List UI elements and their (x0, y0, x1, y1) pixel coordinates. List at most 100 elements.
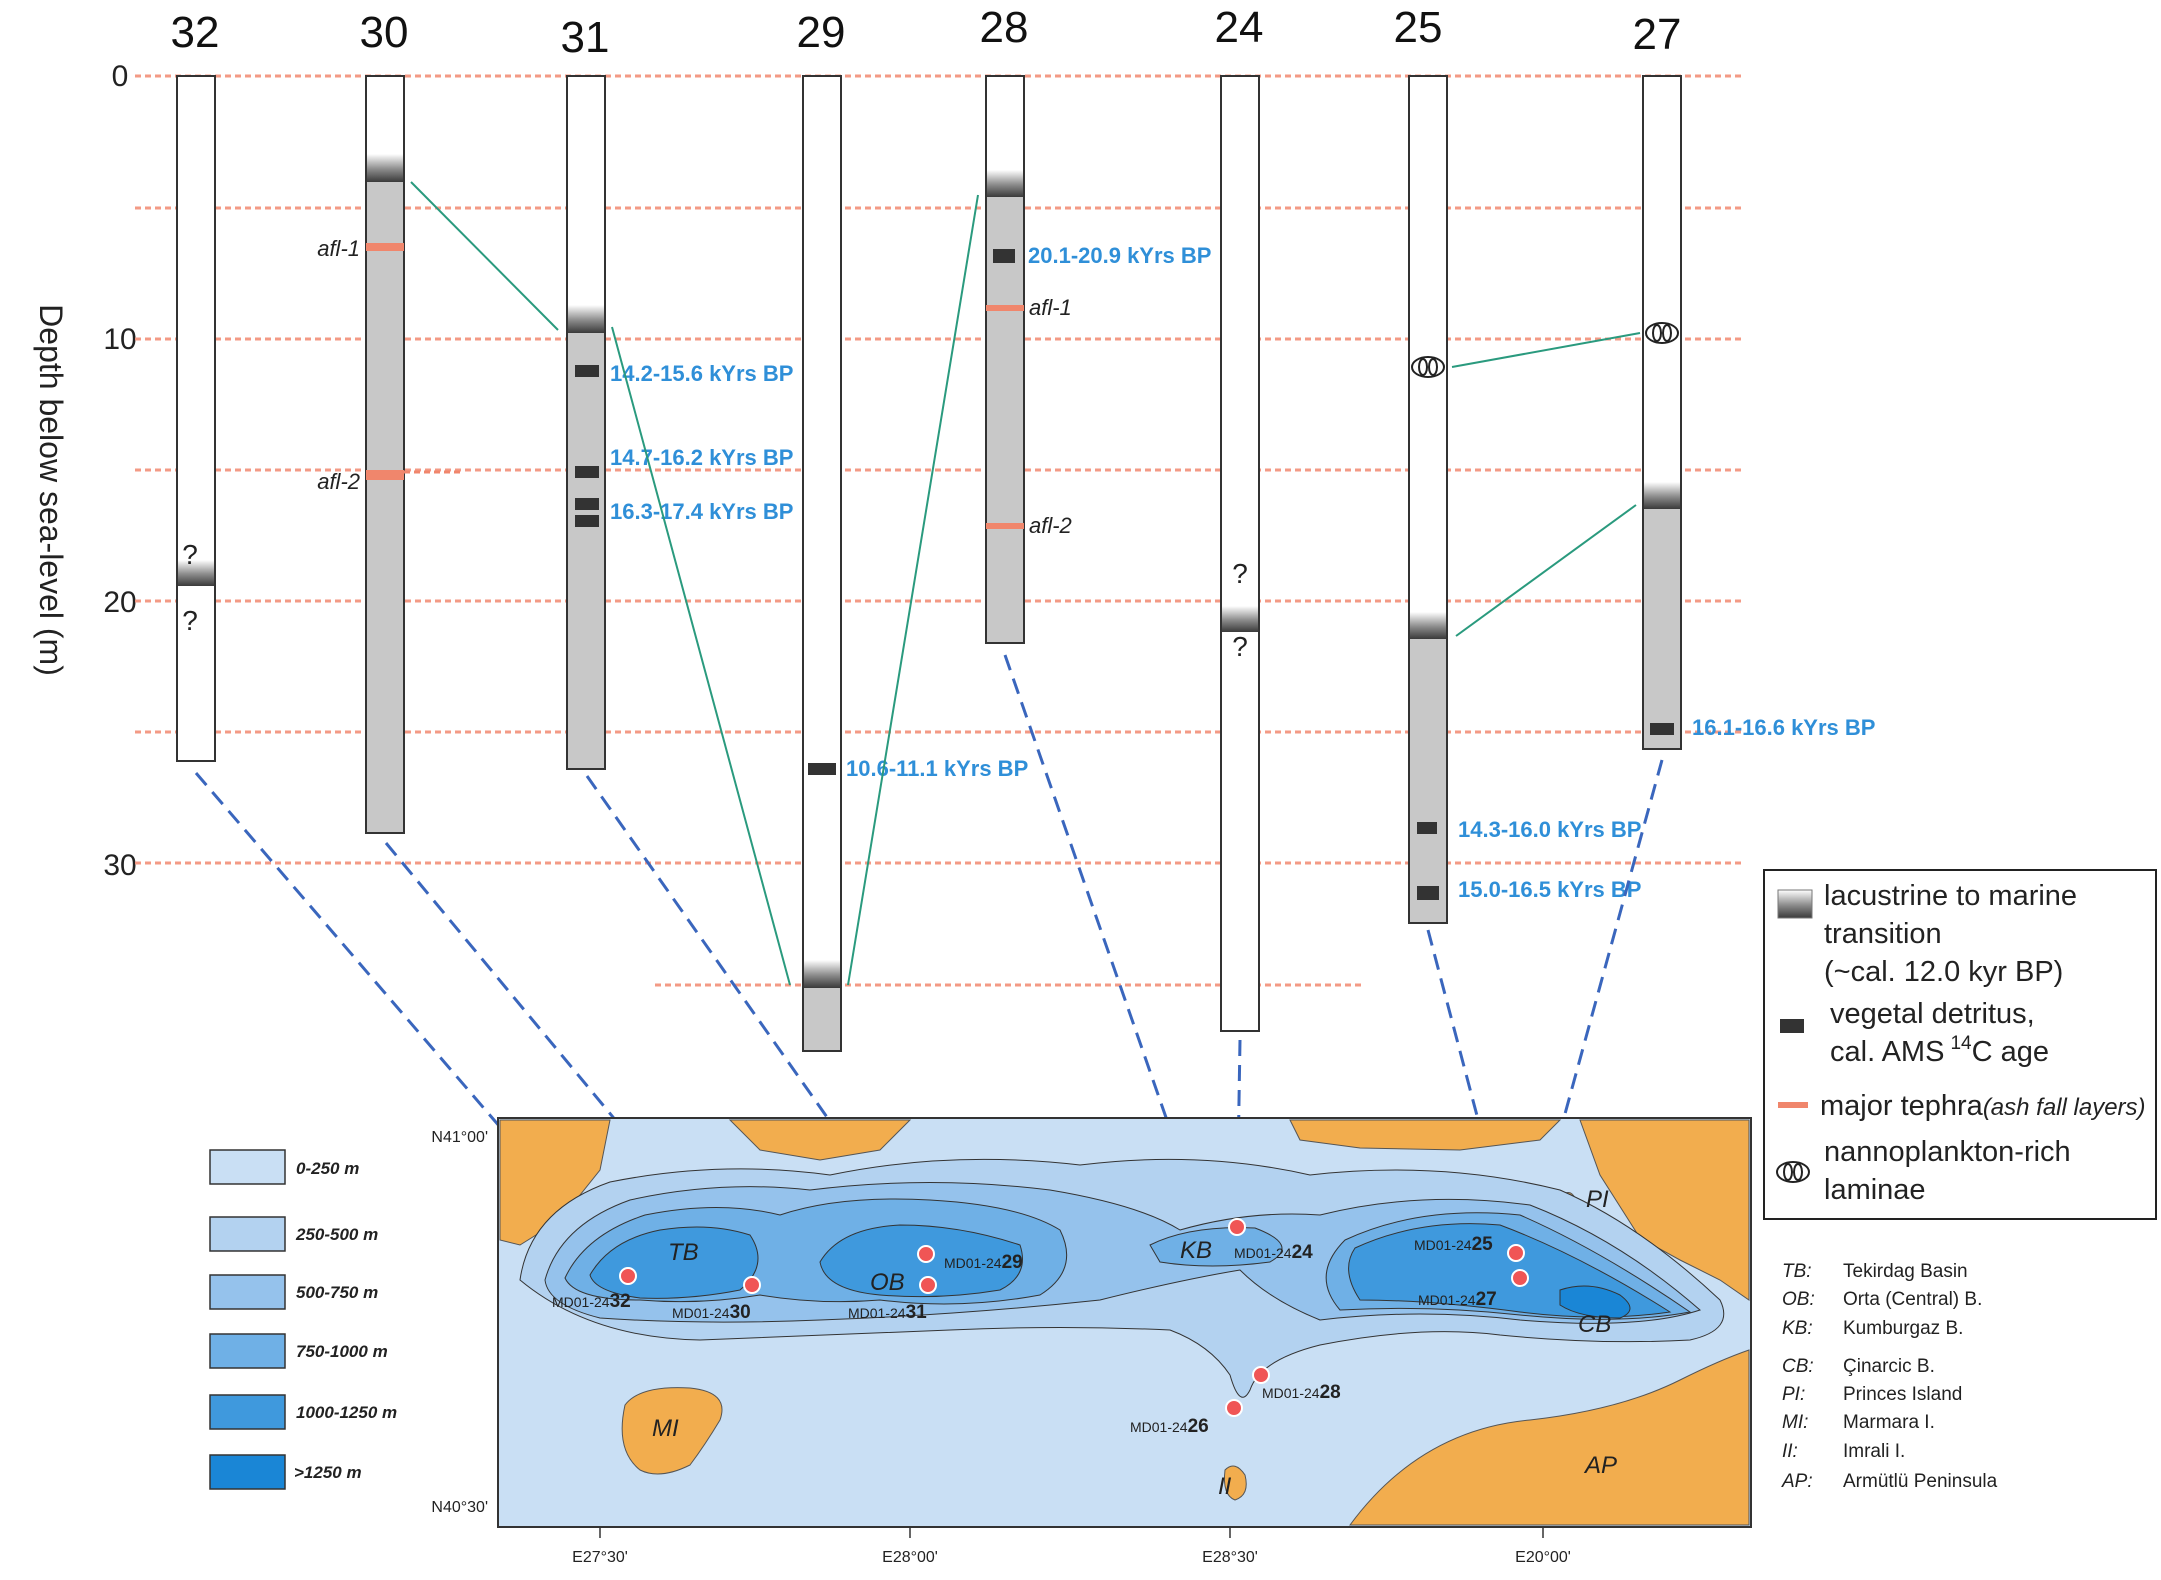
site-marker-30 (743, 1276, 761, 1294)
bathy-label-0: 0-250 m (296, 1159, 359, 1178)
site-label-27-num: 27 (1476, 1289, 1497, 1310)
bathy-swatch-2 (209, 1274, 286, 1310)
abbreviations-list: TB: Tekirdag Basin OB: Orta (Central) B.… (1781, 1261, 1998, 1492)
site-marker-29 (917, 1245, 935, 1263)
site-label-30-prefix: MD01-24 (672, 1305, 730, 1321)
land-north-east (1289, 1119, 1562, 1151)
site-label-28: MD01-2428 (1262, 1382, 1341, 1403)
basin-label-tb: TB (668, 1239, 699, 1266)
site-marker-26 (1225, 1399, 1243, 1417)
abbr-name-0: Tekirdag Basin (1843, 1261, 1968, 1282)
core-29-transition (804, 960, 840, 988)
core-31-vegetal-2 (575, 466, 599, 478)
core-32: 32 ? ? (171, 8, 220, 762)
legend-nanno-line2: laminae (1824, 1174, 1926, 1206)
site-label-26: MD01-2426 (1130, 1416, 1209, 1437)
y-tick-20: 20 (103, 586, 136, 619)
core-31: 31 14.2-15.6 kYrs BP 14.7-16.2 kYrs BP 1… (561, 13, 793, 770)
core-32-transition (178, 560, 214, 586)
core-31-age-3: 16.3-17.4 kYrs BP (610, 499, 793, 524)
legend-tephra-note: (ash fall layers) (1983, 1094, 2146, 1121)
core-30-tephra-afl2 (366, 470, 404, 480)
core-32-number: 32 (171, 8, 220, 57)
core-27-number: 27 (1633, 10, 1682, 59)
site-label-28-prefix: MD01-24 (1262, 1385, 1320, 1401)
depth-1000-1250 (589, 1223, 1672, 1318)
legend-vegetal-superscript: 14 (1950, 1033, 1972, 1054)
core-30-transition (367, 154, 403, 182)
site-label-25: MD01-2425 (1414, 1234, 1493, 1255)
core-31-marine-fill (568, 330, 604, 768)
core-31-age-2: 14.7-16.2 kYrs BP (610, 445, 793, 470)
legend-tephra-text: major tephra (1820, 1090, 1984, 1122)
y-tick-30: 30 (103, 849, 136, 882)
site-label-32: MD01-2432 (552, 1291, 631, 1312)
core-28-transition (987, 170, 1023, 197)
depth-over-1250 (1559, 1285, 1631, 1319)
core-29-number: 29 (797, 8, 846, 57)
abbr-name-7: Armütlü Peninsula (1843, 1471, 1998, 1492)
bathy-label-2: 500-750 m (296, 1283, 378, 1302)
bathy-label-5: >1250 m (294, 1463, 362, 1482)
core-28-tephra-afl1 (986, 305, 1024, 311)
core-24-uncertain-bottom: ? (1232, 631, 1248, 662)
core-28-marine-fill (987, 194, 1023, 642)
bathy-swatch-4 (209, 1394, 286, 1430)
core-31-number: 31 (561, 13, 610, 62)
legend-nanno-line1: nannoplankton-rich (1824, 1136, 2071, 1168)
legend-vegetal-line2-tail: C age (1972, 1036, 2049, 1068)
site-label-31: MD01-2431 (848, 1302, 927, 1323)
core-31-vegetal-1 (575, 365, 599, 377)
site-marker-32 (619, 1267, 637, 1285)
connector-27 (1518, 759, 1664, 1279)
core-29-vegetal-1 (808, 763, 836, 775)
basin-label-kb: KB (1180, 1237, 1212, 1264)
abbr-6: II: (1782, 1441, 1798, 1462)
core-25-marine-fill (1410, 636, 1446, 922)
legend-tephra-swatch (1778, 1102, 1808, 1108)
core-25-number: 25 (1394, 3, 1443, 52)
site-label-25-num: 25 (1472, 1234, 1494, 1255)
site-label-30: MD01-2430 (672, 1302, 751, 1323)
abbr-name-6: Imrali I. (1843, 1441, 1905, 1462)
land-northeast (1579, 1119, 1750, 1301)
core-25-age-1: 14.3-16.0 kYrs BP (1458, 817, 1641, 842)
coord-lat-top: N41°00' (431, 1129, 488, 1146)
correlation-30-31 (410, 181, 559, 331)
y-tick-0: 0 (112, 60, 129, 93)
core-25-vegetal-1 (1417, 822, 1437, 834)
site-label-24-num: 24 (1292, 1242, 1314, 1263)
site-label-32-prefix: MD01-24 (552, 1294, 610, 1310)
basin-label-ap: AP (1583, 1452, 1617, 1479)
bathy-label-4: 1000-1250 m (296, 1403, 397, 1422)
coord-lon-4: E20°00' (1515, 1549, 1571, 1566)
site-label-31-prefix: MD01-24 (848, 1305, 906, 1321)
land-north-central (728, 1119, 912, 1161)
site-label-26-prefix: MD01-24 (1130, 1419, 1188, 1435)
abbr-7: AP: (1781, 1471, 1813, 1492)
site-label-29: MD01-2429 (944, 1252, 1023, 1273)
site-label-30-num: 30 (730, 1302, 751, 1323)
basin-label-mi: MI (652, 1415, 679, 1442)
basin-label-cb: CB (1578, 1311, 1611, 1338)
legend-vegetal-swatch (1780, 1019, 1804, 1033)
land-armutlu-peninsula (1349, 1349, 1750, 1526)
coord-lon-3: E28°30' (1202, 1549, 1258, 1566)
core-24: 24 ? ? (1215, 3, 1263, 1032)
abbr-name-5: Marmara I. (1843, 1412, 1935, 1433)
site-label-32-num: 32 (610, 1291, 631, 1312)
abbr-name-1: Orta (Central) B. (1843, 1289, 1982, 1310)
site-label-29-num: 29 (1002, 1252, 1023, 1273)
site-marker-25 (1507, 1244, 1525, 1262)
coord-lon-1: E27°30' (572, 1549, 628, 1566)
legend-vegetal-line2: cal. AMS 14C age (1830, 1033, 2049, 1068)
core-27-nannoplankton-icon (1645, 322, 1679, 344)
abbr-0: TB: (1782, 1261, 1812, 1282)
bathy-label-3: 750-1000 m (296, 1342, 388, 1361)
correlation-25-27-trans (1455, 504, 1637, 637)
core-29-age-1: 10.6-11.1 kYrs BP (846, 756, 1028, 781)
map-site-markers (619, 1218, 1529, 1417)
core-28-afl1-label: afl-1 (1029, 295, 1072, 320)
core-31-vegetal-4 (575, 515, 599, 527)
